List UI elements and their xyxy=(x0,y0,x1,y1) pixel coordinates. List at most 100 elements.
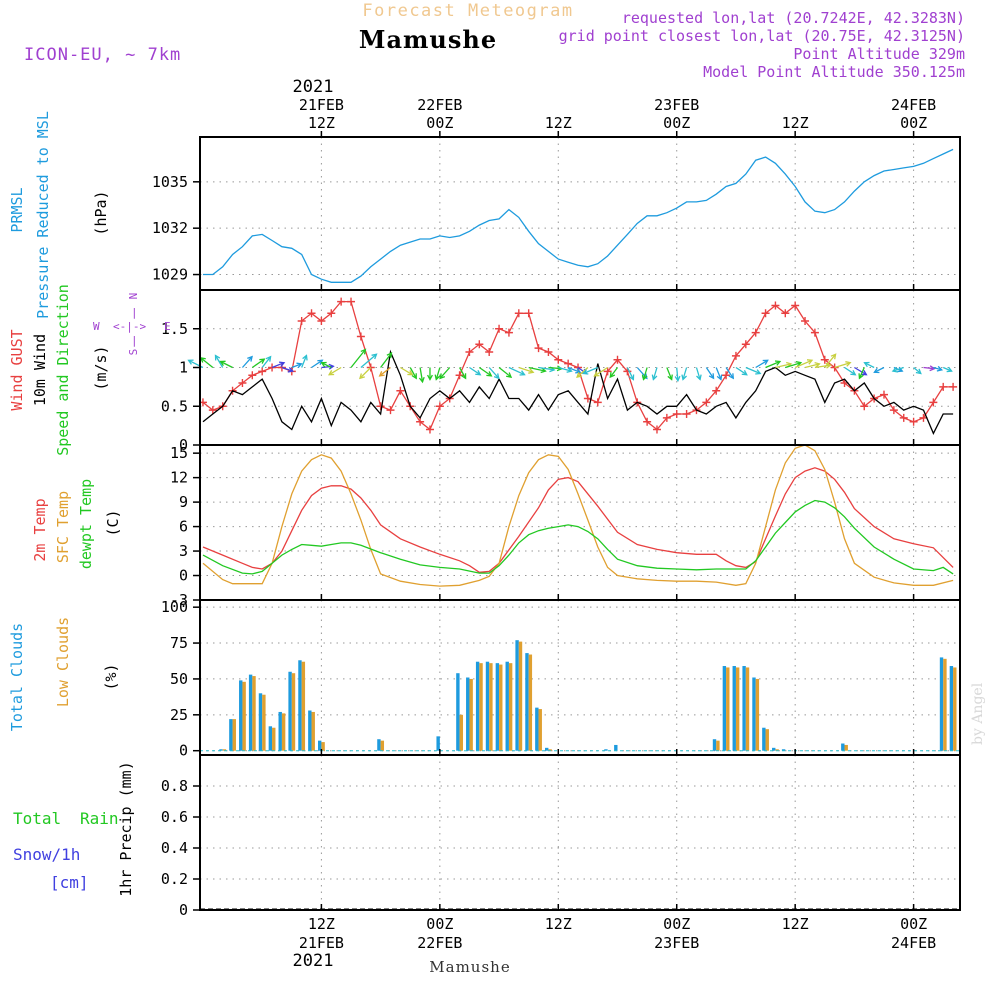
requested-lonlat: requested lon,lat (20.7242E, 42.3283N) xyxy=(622,9,965,27)
wind-arrow-head xyxy=(519,370,526,376)
wind-arrow-head xyxy=(593,371,600,377)
gust-marker xyxy=(810,328,819,337)
wind-arrow xyxy=(538,366,555,371)
wind-arrow-head xyxy=(708,373,715,380)
wind-arrow-head xyxy=(540,367,547,374)
gust-marker xyxy=(485,348,494,356)
cloud-bar-total xyxy=(604,749,608,751)
cloud-bar-low xyxy=(380,740,385,751)
gust-marker xyxy=(722,371,731,380)
wind-arrow xyxy=(200,357,214,369)
gust-marker xyxy=(731,351,740,360)
gust-marker xyxy=(909,417,918,426)
cloud-bar-total xyxy=(288,671,292,751)
gust-marker xyxy=(248,371,257,380)
wind-arrow xyxy=(469,366,481,376)
series-line-prmsl xyxy=(203,148,954,283)
wind-arrow-head xyxy=(302,354,308,361)
gust-marker xyxy=(376,402,385,411)
cloud-bar-total xyxy=(229,719,233,751)
gust-marker xyxy=(524,309,533,318)
wind-arrow xyxy=(380,352,392,368)
wind-arrow-head xyxy=(506,372,513,378)
cloud-bar-low xyxy=(232,719,236,751)
wind-arrow xyxy=(281,366,293,372)
cloud-bar-total xyxy=(466,677,470,751)
wind-arrow-head xyxy=(371,353,378,360)
cloud-bar-low xyxy=(311,711,315,751)
wind-arrow xyxy=(400,366,413,376)
wind-arrow-head xyxy=(378,371,385,377)
cloud-bar-total xyxy=(308,710,312,751)
top-date-label: 23FEB xyxy=(654,96,699,114)
series-line-10m-wind xyxy=(202,349,954,435)
cloud-bar-low xyxy=(528,654,533,751)
precip-snow-unit: [cm] xyxy=(50,873,89,892)
cloud-bar-low xyxy=(548,749,552,751)
model-label: ICON-EU, ~ 7km xyxy=(24,45,181,65)
gust-marker xyxy=(889,406,898,415)
y-tick-label: 100 xyxy=(161,598,188,616)
bottom-time-label: 00Z xyxy=(900,915,927,933)
wind-arrow-head xyxy=(628,374,635,381)
wind-arrow-head xyxy=(845,361,852,367)
pressure-label-desc: Pressure Reduced to MSL xyxy=(34,111,52,319)
wind-arrow-head xyxy=(418,376,425,384)
gust-marker xyxy=(514,309,523,318)
grid-lonlat: grid point closest lon,lat (20.75E, 42.3… xyxy=(559,27,965,45)
y-tick-label: 1035 xyxy=(152,173,188,191)
wind-arrow xyxy=(834,362,851,369)
cloud-bar-low xyxy=(242,681,246,751)
wind-arrow-head xyxy=(327,370,335,376)
wind-arrow-head xyxy=(317,359,324,366)
panel-clouds: 0 25 50 75 100 xyxy=(161,598,961,760)
cloud-bar-total xyxy=(258,693,263,751)
wind-arrow xyxy=(715,367,722,380)
compass-bar-s: | xyxy=(131,334,138,347)
cloud-bar-total xyxy=(268,726,273,751)
cloud-bar-low xyxy=(735,667,740,751)
wind-arrow-head xyxy=(279,361,286,367)
wind-arrow xyxy=(439,367,451,379)
wind-arrow-head xyxy=(936,365,944,372)
wind-arrow-head xyxy=(755,369,762,375)
y-tick-label: 9 xyxy=(179,493,188,511)
gust-marker xyxy=(416,417,425,426)
gust-marker xyxy=(613,355,622,364)
wind-arrow xyxy=(745,366,761,375)
series-line-dewpt-temp xyxy=(202,499,954,575)
wind-arrow-head xyxy=(806,359,814,365)
wind-arrow xyxy=(892,366,904,372)
precip-snow-label: Snow/1h xyxy=(13,845,80,864)
wind-arrow xyxy=(360,353,377,368)
y-tick-label: 0.6 xyxy=(161,808,188,826)
y-tick-label: 0 xyxy=(179,901,188,919)
gust-marker xyxy=(465,348,474,356)
y-tick-label: 6 xyxy=(179,518,188,536)
gust-marker xyxy=(791,301,800,310)
cloud-bar-low xyxy=(272,727,276,751)
wind-arrow xyxy=(488,367,500,379)
panel-frame xyxy=(199,136,961,291)
gust-marker xyxy=(435,402,444,411)
cloud-bar-low xyxy=(301,661,306,751)
bottom-time-label: 12Z xyxy=(308,915,335,933)
wind-arrow-head xyxy=(287,366,295,373)
top-time-label: 12Z xyxy=(782,114,809,132)
y-tick-label: 0.8 xyxy=(161,777,188,795)
wind-arrow-head xyxy=(566,367,573,373)
wind-arrow-head xyxy=(493,373,500,380)
wind-arrow-head xyxy=(858,373,864,380)
cloud-bar-total xyxy=(278,711,282,751)
panel-frame xyxy=(199,754,961,911)
cloud-bar-low xyxy=(469,678,473,751)
wind-arrow xyxy=(844,366,856,376)
cloud-bar-low xyxy=(775,749,779,751)
cloud-bar-total xyxy=(318,740,322,751)
cloud-bar-low xyxy=(479,663,483,751)
gust-marker xyxy=(939,382,948,391)
cloud-bar-low xyxy=(262,694,266,751)
series-line-2m-temp xyxy=(202,467,954,573)
gust-marker xyxy=(347,297,356,306)
cloud-bar-low xyxy=(518,641,523,751)
